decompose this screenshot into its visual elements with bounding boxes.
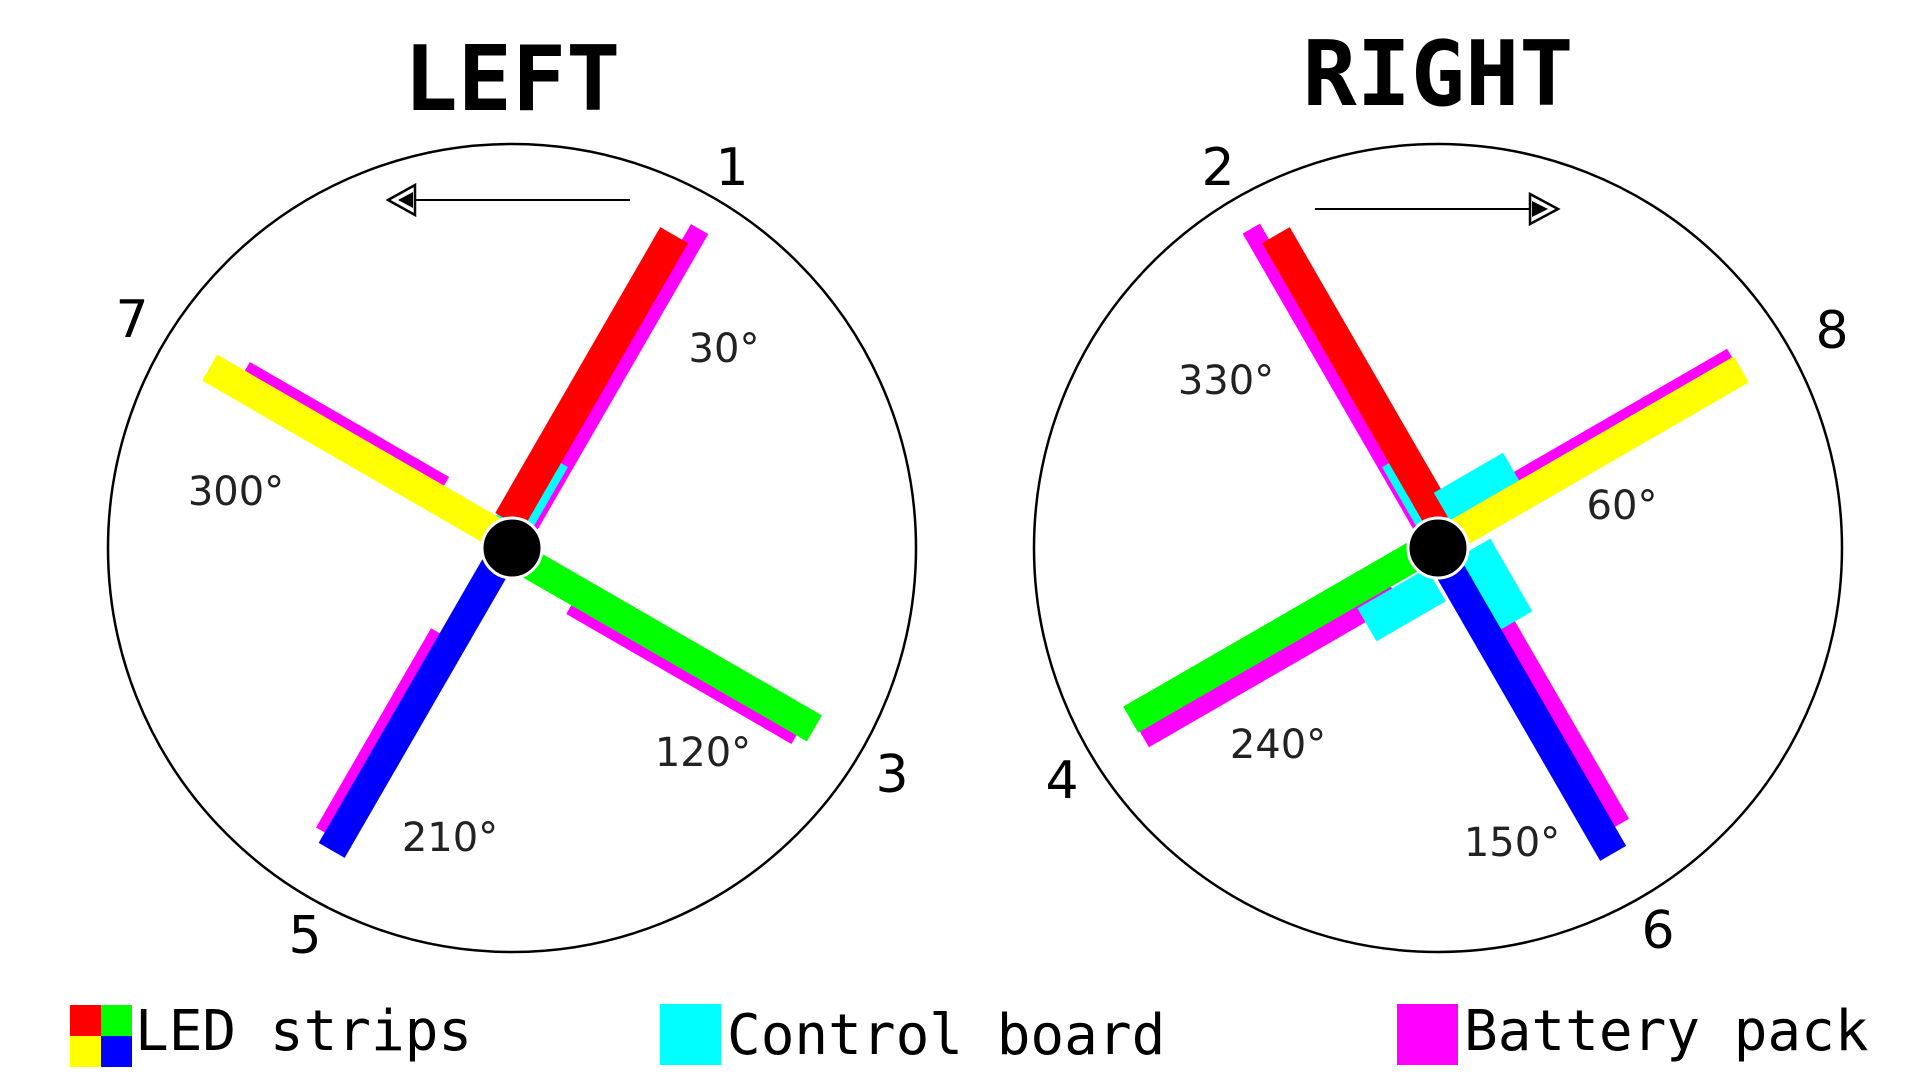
right-arm-4 <box>1123 541 1446 748</box>
left-arm-1 <box>493 224 709 546</box>
led-strip <box>202 354 503 546</box>
right-arm-2 <box>1242 223 1457 546</box>
led-strip <box>495 227 688 529</box>
arm-number-4: 4 <box>1045 751 1078 811</box>
led-strip <box>318 557 510 858</box>
legend-control-label: Control board <box>727 1003 1165 1068</box>
left-arm-7 <box>202 354 503 546</box>
legend: LED strips Control board Battery pack <box>70 999 1869 1068</box>
angle-label-60: 60° <box>1587 483 1658 529</box>
arm-number-6: 6 <box>1641 901 1674 961</box>
left-arm-3 <box>521 550 822 744</box>
arm-number-8: 8 <box>1815 301 1848 361</box>
angle-label-330: 330° <box>1178 358 1274 404</box>
legend-led-label: LED strips <box>135 999 472 1064</box>
right-hub <box>1406 516 1470 580</box>
angle-label-150: 150° <box>1464 820 1560 866</box>
battery-pack <box>1138 584 1401 748</box>
control-board-swatch-icon <box>660 1004 721 1065</box>
control-board <box>1457 538 1533 631</box>
angle-label-210: 210° <box>402 815 498 861</box>
right-arm-6 <box>1435 538 1629 861</box>
angle-label-300: 300° <box>188 469 284 515</box>
right-disc: 2 8 6 4 330° 60° 150° 240° <box>1032 138 1849 961</box>
left-disc-outline <box>106 142 918 954</box>
left-arm-5 <box>316 557 510 858</box>
arm-number-2: 2 <box>1201 138 1234 198</box>
led-strip <box>1448 356 1749 548</box>
control-board <box>1357 568 1446 642</box>
left-disc: 1 3 5 7 30° 120° 210° 300° <box>106 138 918 966</box>
left-hub <box>480 516 544 580</box>
arm-number-5: 5 <box>288 906 321 966</box>
control-board <box>1433 452 1523 526</box>
left-rotation-arrow-icon <box>385 182 630 218</box>
angle-label-240: 240° <box>1230 722 1326 768</box>
arm-number-3: 3 <box>875 745 908 805</box>
angle-label-120: 120° <box>655 730 751 776</box>
arm-number-1: 1 <box>715 138 748 198</box>
legend-battery-label: Battery pack <box>1464 999 1869 1064</box>
led-strip <box>521 550 822 742</box>
right-arm-8 <box>1433 348 1749 548</box>
led-strip <box>1123 541 1424 733</box>
led-strip <box>1262 227 1455 529</box>
led-strips-swatch-icon <box>70 1005 132 1067</box>
battery-pack-swatch-icon <box>1397 1004 1458 1065</box>
left-title: LEFT <box>404 27 621 132</box>
angle-label-30: 30° <box>689 326 760 372</box>
led-strip <box>1435 560 1627 861</box>
arm-number-7: 7 <box>115 290 148 350</box>
battery-pack <box>1481 593 1629 829</box>
right-title: RIGHT <box>1303 22 1574 127</box>
right-rotation-arrow-icon <box>1315 191 1561 227</box>
right-disc-outline <box>1032 142 1844 954</box>
